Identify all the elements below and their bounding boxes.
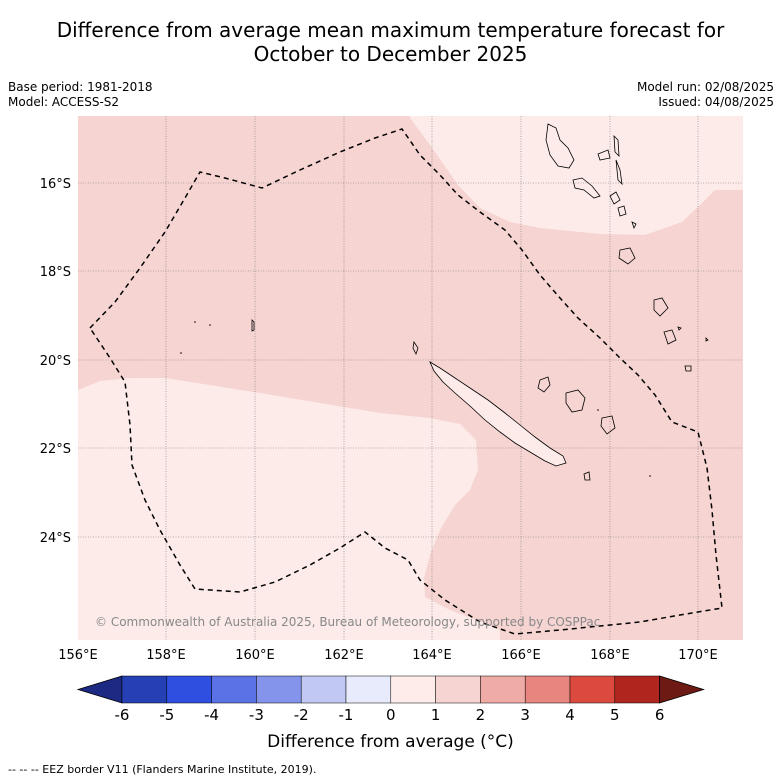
mare-island	[600, 415, 616, 435]
futuna-island	[705, 337, 709, 342]
ambae-island	[597, 149, 611, 161]
colorbar-tick-label: -3	[249, 706, 264, 724]
lon-label-160e: 160°E	[235, 648, 275, 663]
colorbar-swatch	[614, 675, 660, 704]
meta-right: Model run: 02/08/2025 Issued: 04/08/2025	[637, 80, 774, 110]
colorbar-swatch	[300, 675, 347, 704]
colorbar-swatch	[480, 675, 526, 704]
colorbar-tick-label: 6	[655, 706, 665, 724]
map-title: Difference from average mean maximum tem…	[0, 18, 781, 66]
lon-label-164e: 164°E	[412, 648, 452, 663]
maewo-island	[613, 134, 620, 158]
colorbar-swatch	[166, 675, 212, 704]
lat-label-24s: 24°S	[40, 531, 71, 546]
colorbar-tick-label: -6	[115, 706, 130, 724]
colorbar-tick-label: 1	[431, 706, 441, 724]
lon-label-170e: 170°E	[678, 648, 718, 663]
lat-label-18s: 18°S	[40, 265, 71, 280]
colorbar-swatch	[390, 675, 436, 704]
shepherd-islands	[631, 221, 637, 230]
colorbar-tick-label: -2	[294, 706, 309, 724]
anomaly-region-0-1-sw	[78, 378, 500, 640]
lat-label-16s: 16°S	[40, 177, 71, 192]
eez-border	[89, 128, 723, 635]
title-line-1: Difference from average mean maximum tem…	[56, 18, 725, 42]
lat-label-20s: 20°S	[40, 354, 71, 369]
eez-footnote: -- -- -- EEZ border V11 (Flanders Marine…	[8, 763, 317, 776]
lat-label-22s: 22°S	[40, 442, 71, 457]
efate-island	[618, 247, 636, 265]
colorbar-arrow-high	[659, 675, 705, 704]
lat-labels: 16°S 18°S 20°S 22°S 24°S	[40, 177, 71, 546]
colorbar-tick-label: 2	[476, 706, 486, 724]
colorbar-swatch	[435, 675, 481, 704]
colorbar: -6 -5 -4 -3 -2 -1 0 1 2 3 4 5 6	[76, 675, 705, 724]
belep-islands	[412, 340, 419, 356]
reef-dot-5	[597, 409, 599, 411]
colorbar-tick-label: 3	[520, 706, 530, 724]
copyright-notice: © Commonwealth of Australia 2025, Bureau…	[95, 615, 600, 629]
malakula-island	[572, 177, 601, 199]
colorbar-tick-label: 4	[565, 706, 575, 724]
colorbar-tick-label: 5	[610, 706, 620, 724]
title-line-2: October to December 2025	[253, 42, 528, 66]
epi-island	[617, 205, 627, 217]
isle-of-pines	[583, 471, 591, 481]
aneityum-island	[684, 365, 692, 372]
pentecost-island	[615, 159, 623, 186]
colorbar-swatch	[121, 675, 168, 704]
lon-label-168e: 168°E	[590, 648, 630, 663]
lon-label-166e: 166°E	[501, 648, 541, 663]
base-period: Base period: 1981-2018	[8, 80, 153, 94]
lon-labels: 156°E 158°E 160°E 162°E 164°E 166°E 168°…	[58, 648, 718, 663]
espiritu-santo-island	[545, 123, 575, 169]
aniwa-island	[677, 326, 682, 331]
erromango-island	[653, 297, 669, 317]
ouvea-island	[537, 376, 551, 393]
lon-label-162e: 162°E	[324, 648, 364, 663]
colorbar-arrow-low	[76, 675, 123, 704]
model-name: Model: ACCESS-S2	[8, 95, 120, 109]
meta-left: Base period: 1981-2018 Model: ACCESS-S2	[8, 80, 153, 110]
colorbar-swatch	[524, 675, 571, 704]
tanna-island	[663, 329, 677, 345]
map-area: © Commonwealth of Australia 2025, Bureau…	[78, 116, 743, 640]
colorbar-tick-label: -1	[339, 706, 354, 724]
new-caledonia-island	[429, 361, 567, 467]
colorbar-tick-label: -5	[159, 706, 174, 724]
anomaly-region-0-1-ne	[410, 116, 743, 235]
colorbar-swatch	[211, 675, 257, 704]
reef-dot-4	[649, 475, 651, 477]
reef-dot-3	[180, 352, 182, 354]
lon-label-156e: 156°E	[58, 648, 98, 663]
colorbar-tick-label: -4	[204, 706, 219, 724]
graticule	[78, 116, 743, 640]
reef-dot-2	[209, 324, 211, 326]
ambrym-island	[609, 191, 621, 205]
lon-label-158e: 158°E	[146, 648, 186, 663]
colorbar-title: Difference from average (°C)	[267, 732, 514, 752]
colorbar-tick-label: 0	[386, 706, 396, 724]
chesterfield-reef	[251, 319, 255, 332]
reef-dot-1	[194, 321, 196, 323]
issued-date: Issued: 04/08/2025	[658, 95, 774, 109]
lifou-island	[565, 389, 586, 413]
colorbar-swatch	[345, 675, 392, 704]
model-run: Model run: 02/08/2025	[636, 80, 774, 94]
colorbar-swatch	[256, 675, 302, 704]
colorbar-swatch	[569, 675, 616, 704]
